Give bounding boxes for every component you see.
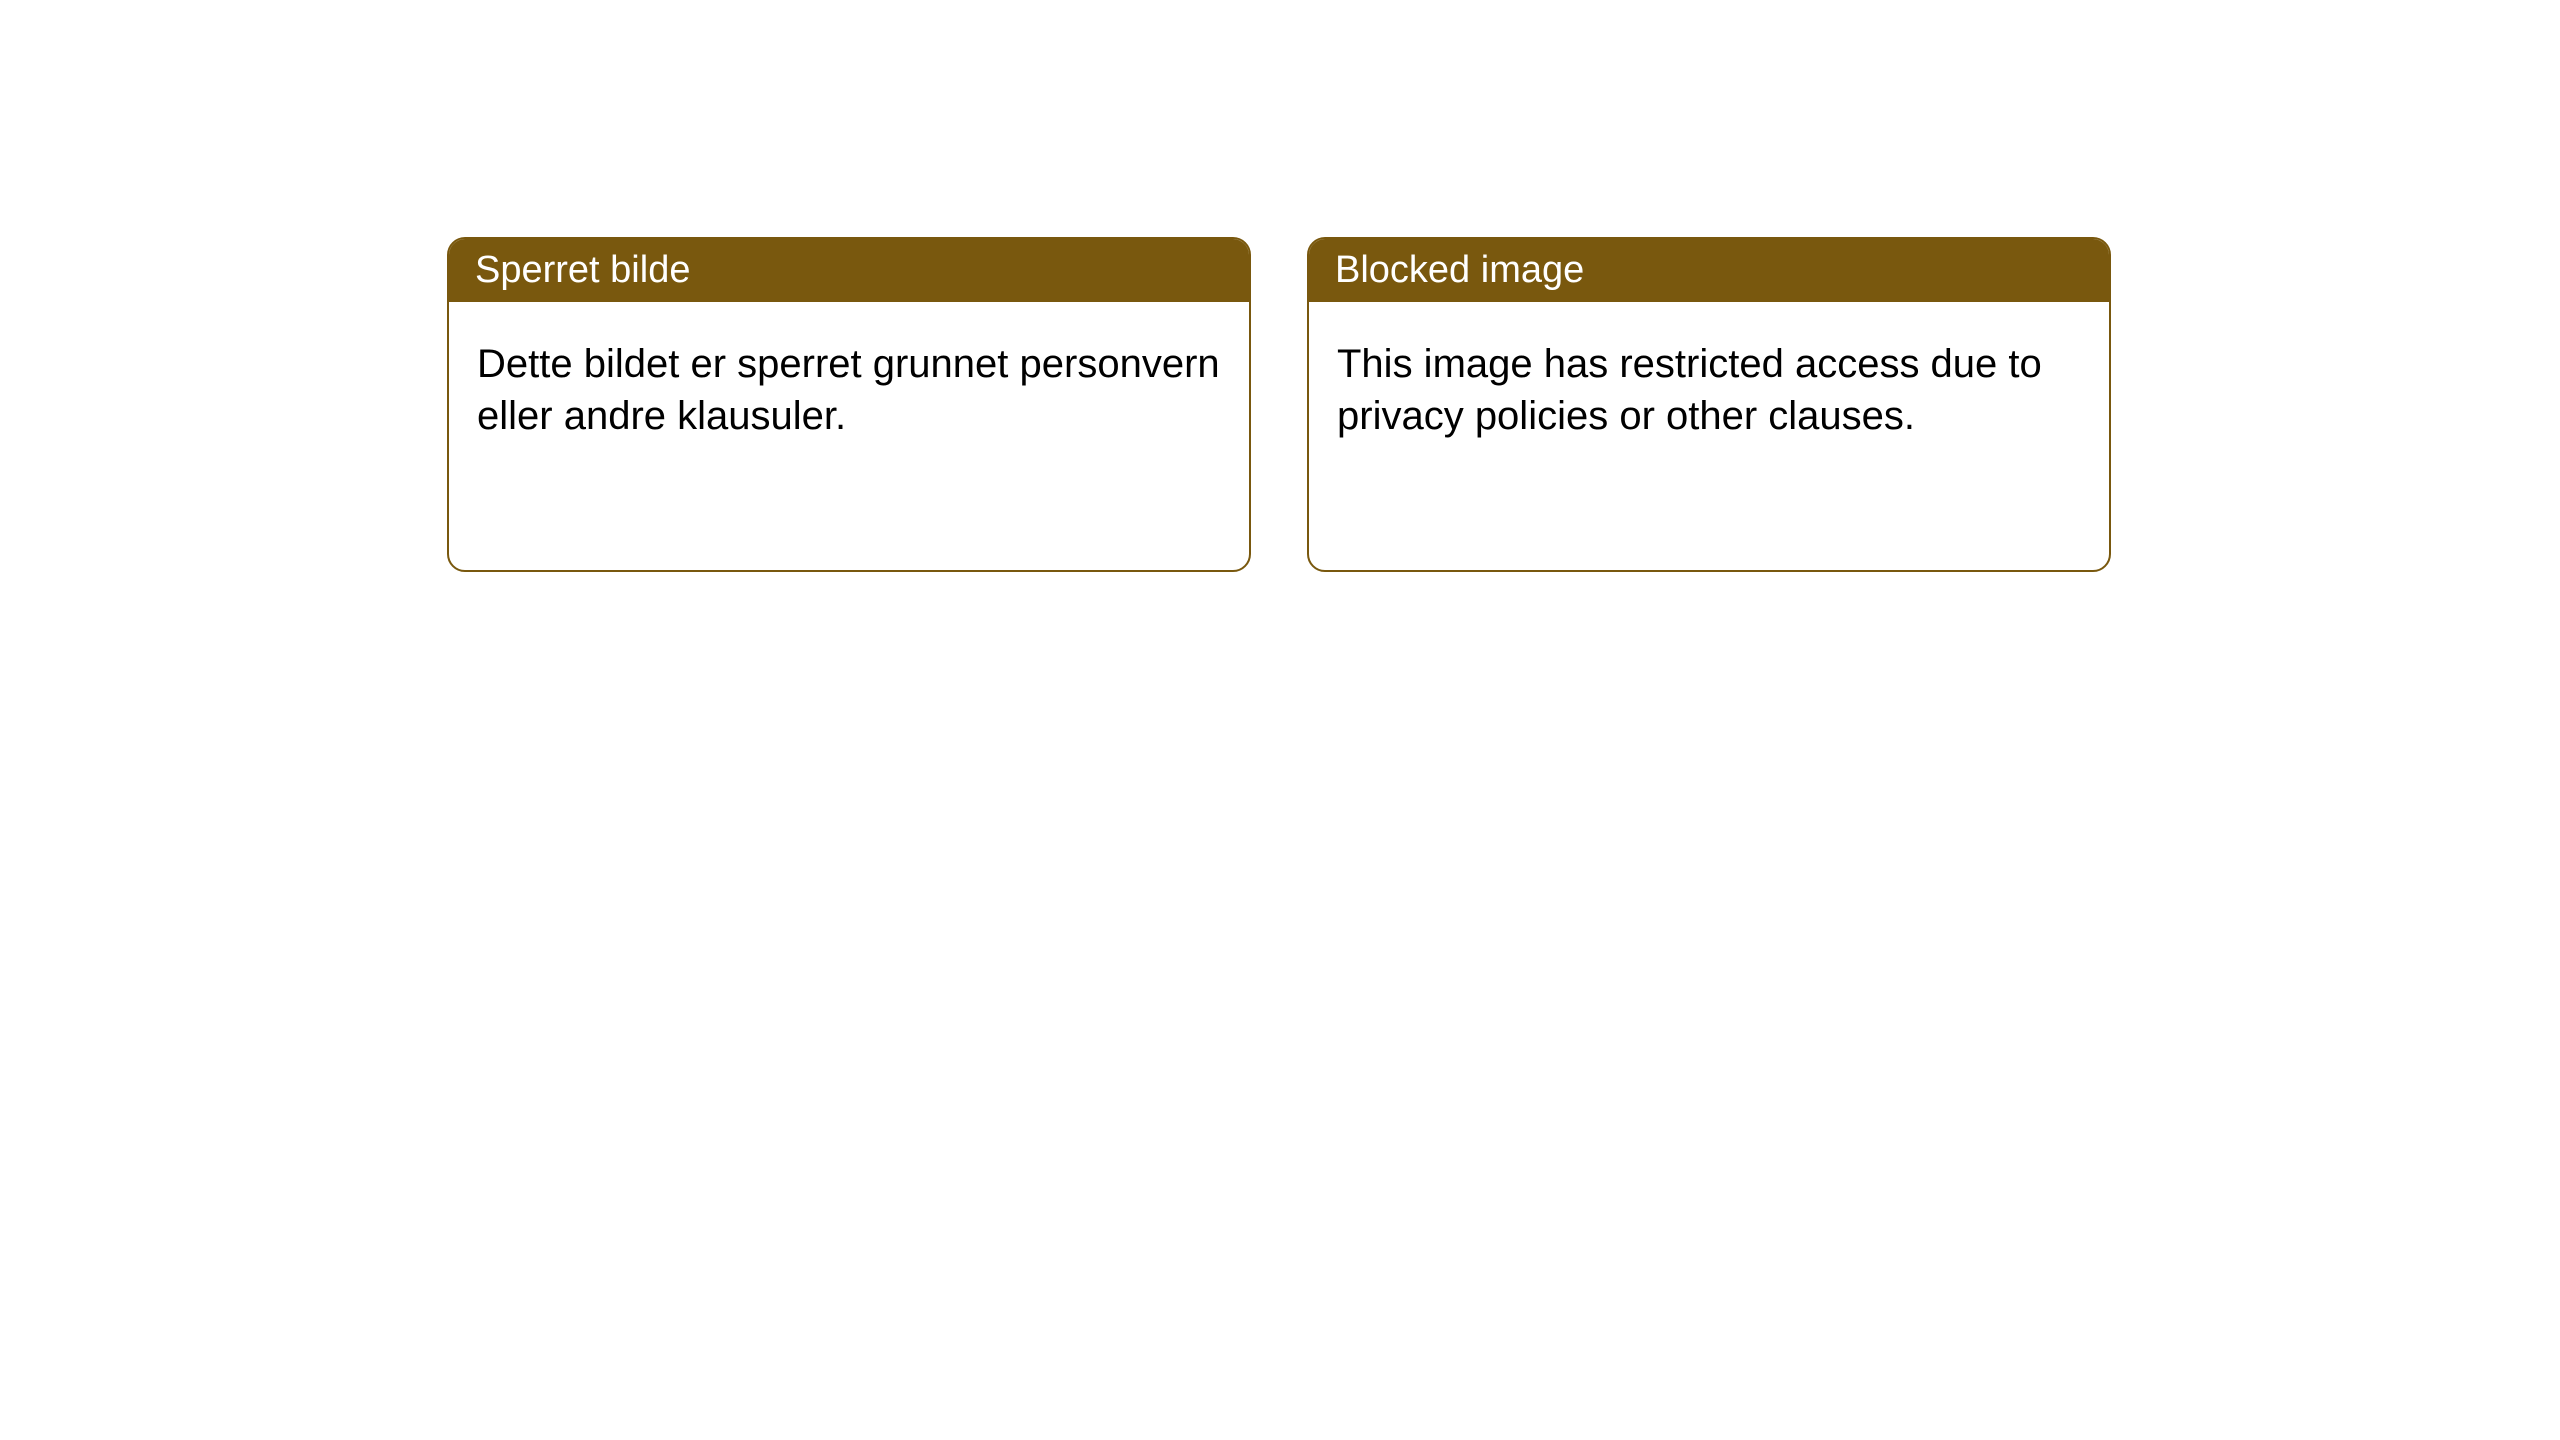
notice-container: Sperret bilde Dette bildet er sperret gr… — [0, 0, 2560, 572]
notice-body-english: This image has restricted access due to … — [1309, 302, 2109, 478]
notice-header-norwegian: Sperret bilde — [449, 239, 1249, 302]
notice-text-english: This image has restricted access due to … — [1337, 342, 2042, 438]
notice-title-english: Blocked image — [1335, 249, 1584, 291]
notice-title-norwegian: Sperret bilde — [475, 249, 690, 291]
notice-text-norwegian: Dette bildet er sperret grunnet personve… — [477, 342, 1220, 438]
notice-header-english: Blocked image — [1309, 239, 2109, 302]
notice-box-norwegian: Sperret bilde Dette bildet er sperret gr… — [447, 237, 1251, 572]
notice-body-norwegian: Dette bildet er sperret grunnet personve… — [449, 302, 1249, 478]
notice-box-english: Blocked image This image has restricted … — [1307, 237, 2111, 572]
